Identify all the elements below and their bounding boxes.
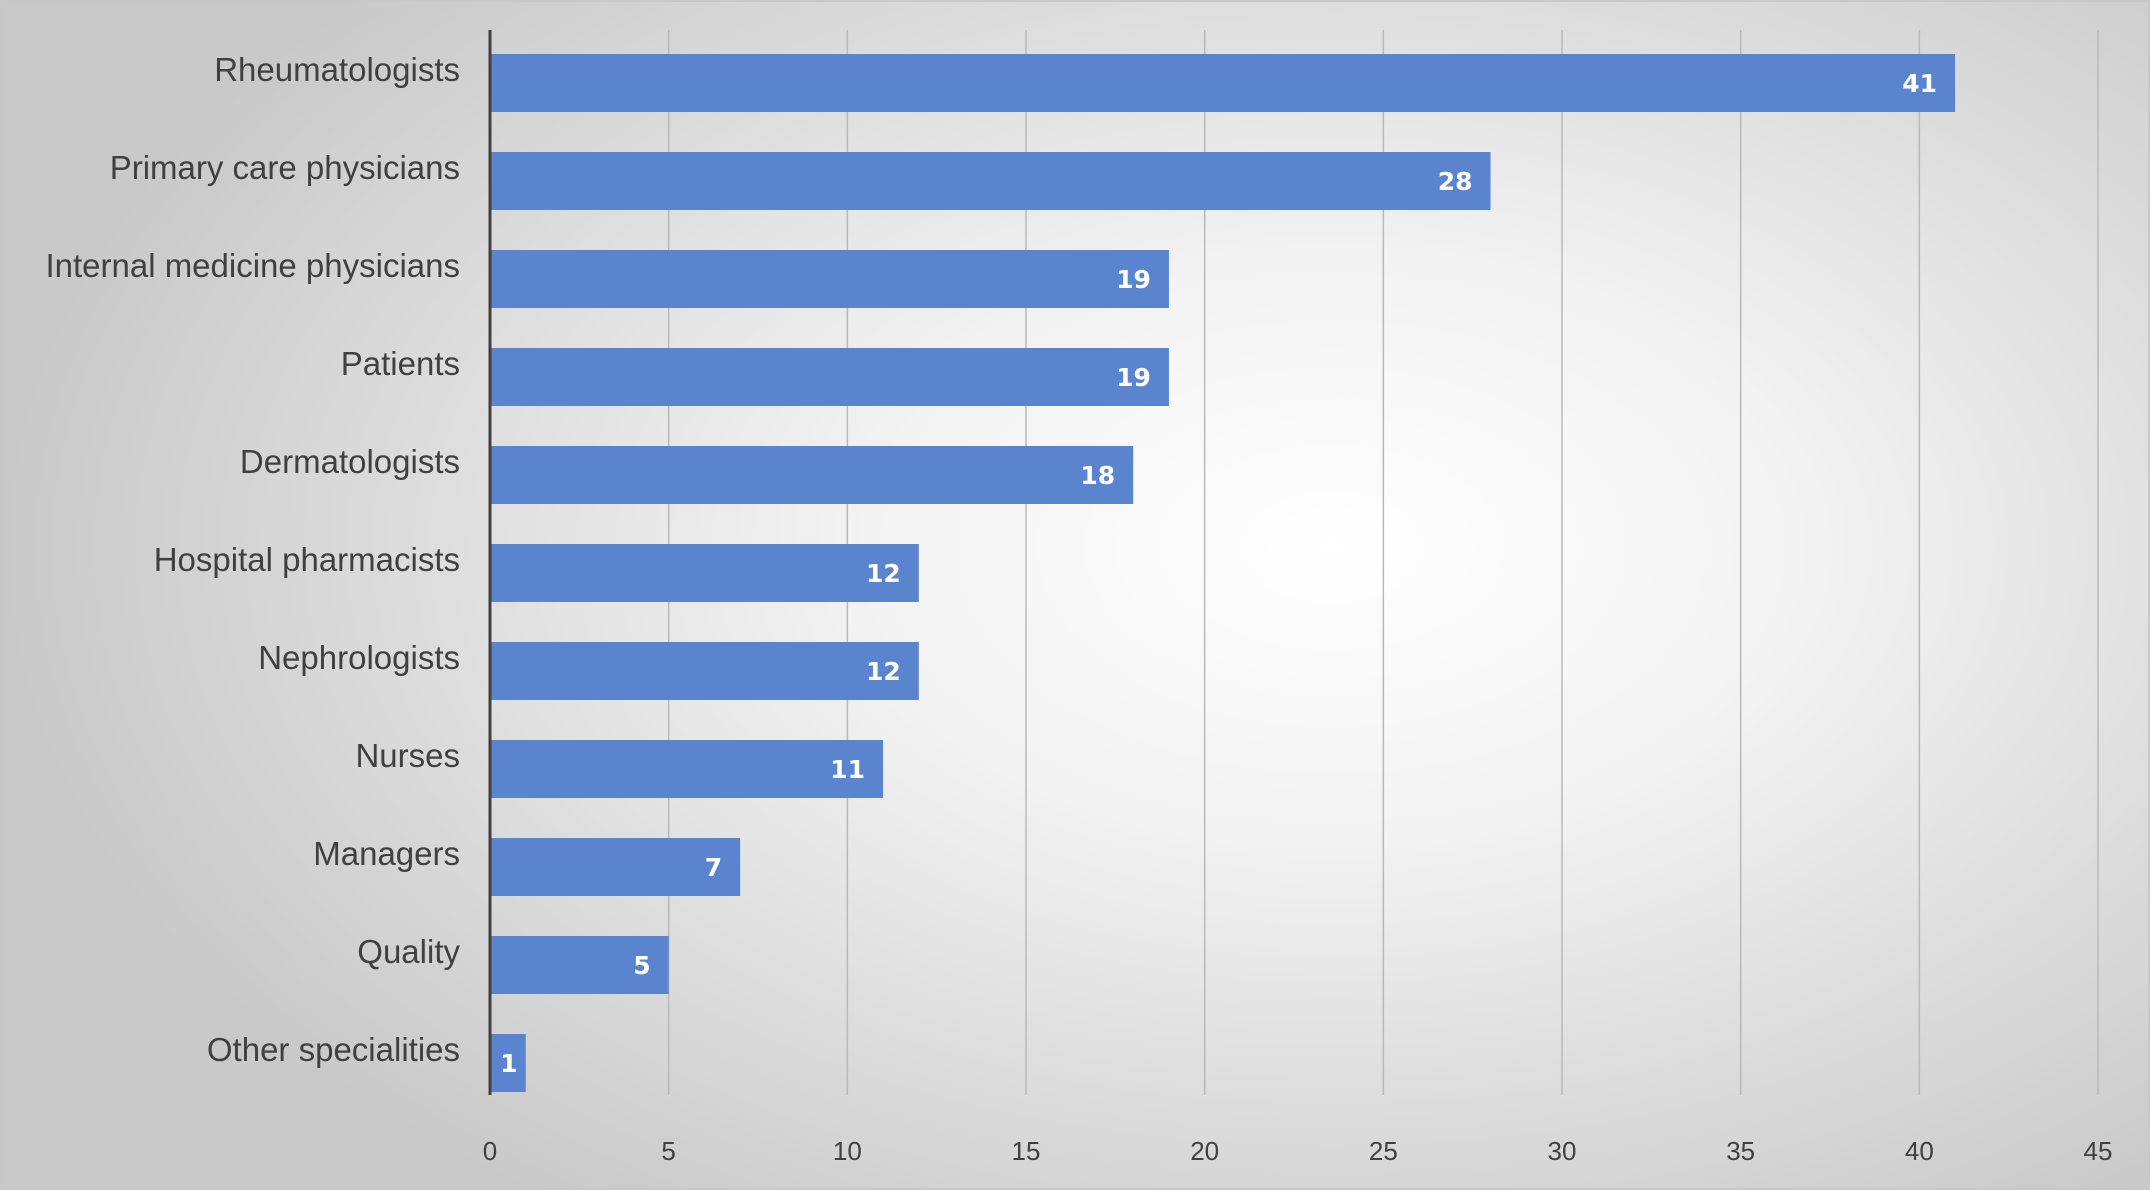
category-label: Managers	[313, 835, 460, 872]
category-label: Nephrologists	[258, 639, 460, 676]
category-label: Other specialities	[207, 1031, 460, 1068]
bar	[490, 936, 669, 994]
category-label: Hospital pharmacists	[154, 541, 460, 578]
data-label: 28	[1438, 167, 1473, 196]
data-label: 1	[500, 1049, 517, 1078]
data-label: 19	[1116, 265, 1151, 294]
bar	[490, 544, 919, 602]
category-label: Nurses	[355, 737, 460, 774]
x-tick-label: 35	[1726, 1136, 1755, 1166]
bar	[490, 838, 741, 896]
bar	[490, 54, 1956, 112]
x-tick-label: 5	[661, 1136, 675, 1166]
data-label: 12	[866, 559, 901, 588]
bar	[490, 1034, 526, 1092]
bar	[490, 642, 919, 700]
x-tick-labels: 0 5 10 15 20 25 30 35 40 45	[483, 1136, 2113, 1166]
bar	[490, 446, 1134, 504]
category-label: Quality	[357, 933, 460, 970]
bar	[490, 740, 884, 798]
category-label: Primary care physicians	[110, 149, 460, 186]
x-tick-label: 40	[1905, 1136, 1934, 1166]
x-tick-label: 20	[1190, 1136, 1219, 1166]
data-label: 7	[705, 853, 722, 882]
x-tick-label: 0	[483, 1136, 497, 1166]
bar	[490, 348, 1169, 406]
category-label: Dermatologists	[240, 443, 460, 480]
category-label: Internal medicine physicians	[45, 247, 460, 284]
bar	[490, 250, 1169, 308]
data-label: 41	[1902, 69, 1937, 98]
x-tick-label: 25	[1369, 1136, 1398, 1166]
x-tick-label: 45	[2084, 1136, 2113, 1166]
data-label: 18	[1080, 461, 1115, 490]
data-label: 19	[1116, 363, 1151, 392]
category-label: Patients	[341, 345, 460, 382]
category-label: Rheumatologists	[214, 51, 460, 88]
data-label: 12	[866, 657, 901, 686]
bars: 41 28 19 19 18 12 12 11 7 5 1	[490, 54, 1956, 1092]
category-labels: Rheumatologists Primary care physicians In…	[45, 51, 460, 1068]
data-label: 11	[830, 755, 865, 784]
x-tick-label: 10	[833, 1136, 862, 1166]
data-label: 5	[633, 951, 650, 980]
x-tick-label: 15	[1012, 1136, 1041, 1166]
bar	[490, 152, 1491, 210]
x-tick-label: 30	[1548, 1136, 1577, 1166]
